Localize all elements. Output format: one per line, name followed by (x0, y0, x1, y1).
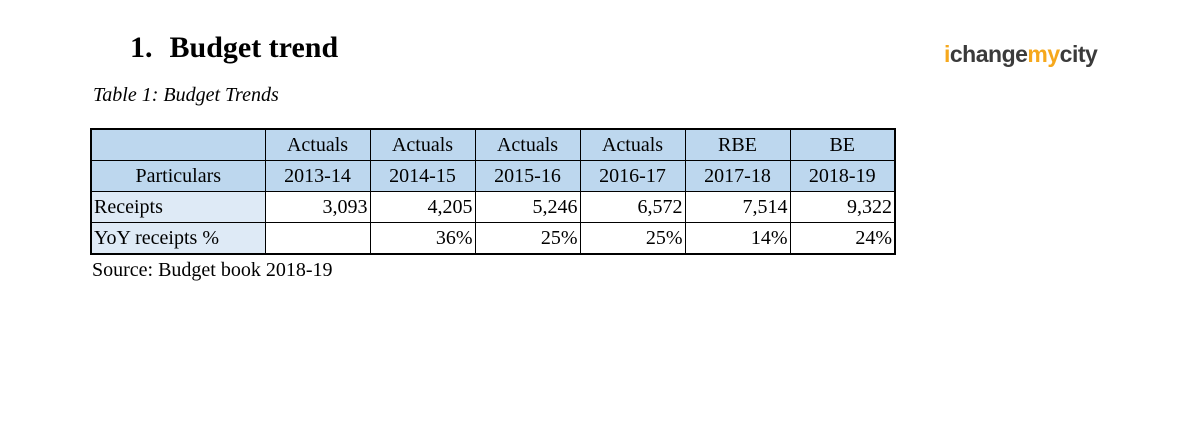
ichangemycity-logo: ichangemycity (944, 41, 1098, 68)
header-cell-type: Actuals (369, 128, 476, 161)
table-header-row-year: Particulars 2013-14 2014-15 2015-16 2016… (90, 160, 896, 192)
header-cell-particulars: Particulars (90, 160, 266, 192)
header-cell-type: BE (789, 128, 896, 161)
row-label: Receipts (90, 191, 266, 223)
data-cell: 7,514 (684, 191, 791, 223)
header-cell-year: 2014-15 (369, 160, 476, 192)
logo-segment: change (949, 41, 1028, 67)
table-row-yoy: YoY receipts % 36% 25% 25% 14% 24% (90, 222, 896, 255)
header-cell-year: 2016-17 (579, 160, 686, 192)
data-cell: 5,246 (474, 191, 581, 223)
source-note: Source: Budget book 2018-19 (92, 259, 333, 281)
data-cell: 9,322 (789, 191, 896, 223)
table-row-receipts: Receipts 3,093 4,205 5,246 6,572 7,514 9… (90, 191, 896, 223)
header-cell-year: 2013-14 (264, 160, 371, 192)
data-cell: 25% (579, 222, 686, 255)
logo-segment: my (1027, 41, 1060, 67)
header-cell-type: RBE (684, 128, 791, 161)
data-cell: 14% (684, 222, 791, 255)
header-cell-type: Actuals (264, 128, 371, 161)
logo-segment: i (944, 41, 950, 67)
data-cell: 3,093 (264, 191, 371, 223)
header-cell-year: 2017-18 (684, 160, 791, 192)
data-cell (264, 222, 371, 255)
data-cell: 4,205 (369, 191, 476, 223)
data-cell: 25% (474, 222, 581, 255)
header-cell-type: Actuals (474, 128, 581, 161)
data-cell: 24% (789, 222, 896, 255)
header-cell-year: 2015-16 (474, 160, 581, 192)
header-cell-type: Actuals (579, 128, 686, 161)
table-header-row-type: Actuals Actuals Actuals Actuals RBE BE (90, 128, 896, 161)
data-cell: 36% (369, 222, 476, 255)
header-cell-year: 2018-19 (789, 160, 896, 192)
row-label: YoY receipts % (90, 222, 266, 255)
heading-text: Budget trend (169, 31, 339, 64)
table-caption: Table 1: Budget Trends (93, 84, 279, 106)
budget-trends-table: Actuals Actuals Actuals Actuals RBE BE P… (90, 128, 896, 255)
header-cell-blank (90, 128, 266, 161)
heading-number: 1. (130, 31, 153, 64)
data-cell: 6,572 (579, 191, 686, 223)
page-title: 1. Budget trend (130, 31, 338, 65)
logo-segment: city (1059, 41, 1098, 67)
